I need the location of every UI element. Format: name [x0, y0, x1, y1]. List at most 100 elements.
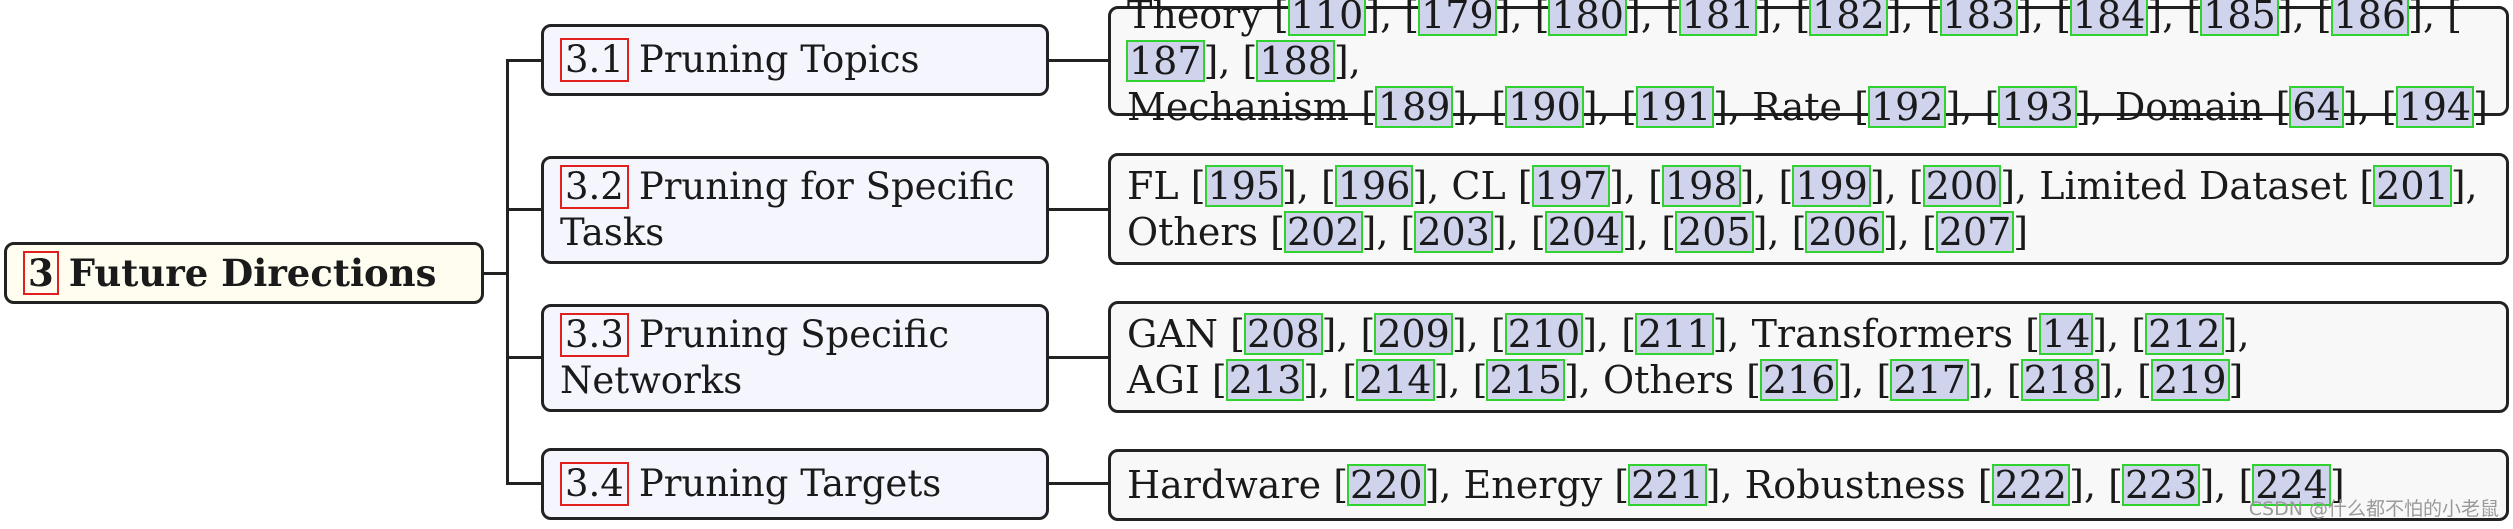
citation-link[interactable]: 14: [2038, 312, 2094, 356]
leaf-text-segment: , Robustness: [1720, 463, 1978, 507]
citation-link[interactable]: 215: [1486, 358, 1565, 402]
leaf-node-3-1: Theory [110], [179], [180], [181], [182]…: [1108, 0, 2509, 129]
leaf-text-segment: ,: [2083, 463, 2109, 507]
leaf-text-segment: ,: [1336, 312, 1361, 356]
citation-link[interactable]: 222: [1991, 463, 2071, 507]
leaf-text-segment: ,: [1901, 0, 1926, 37]
leaf-line: Hardware [220], Energy [221], Robustness…: [1127, 463, 2345, 507]
citation-link[interactable]: 203: [1414, 210, 1493, 254]
citation-link[interactable]: 211: [1635, 312, 1714, 356]
leaf-text-segment: ,: [1466, 312, 1491, 356]
citation-link[interactable]: 187: [1126, 39, 1205, 83]
leaf-line: FL [195], [196], CL [197], [198], [199],…: [1127, 164, 2478, 208]
citation-link[interactable]: 188: [1256, 39, 1335, 83]
citation-link[interactable]: 214: [1356, 358, 1435, 402]
connector-b2: [506, 208, 542, 211]
citation-link[interactable]: 110: [1287, 0, 1367, 36]
citation-link[interactable]: 213: [1225, 358, 1305, 402]
leaf-text-segment: ,: [1318, 358, 1343, 402]
citation-link[interactable]: 209: [1374, 312, 1453, 356]
citation-link[interactable]: 201: [2373, 164, 2452, 208]
leaf-text: GAN [208], [209], [210], [211], Transfor…: [1127, 311, 2250, 403]
connector-leaf-4: [1049, 482, 1109, 485]
section-number-link[interactable]: 3: [23, 251, 59, 295]
citation-link[interactable]: 199: [1792, 164, 1871, 208]
citation-link[interactable]: 208: [1243, 312, 1323, 356]
leaf-text-segment: , Rate: [1727, 85, 1855, 129]
leaf-text-segment: ,: [1510, 0, 1535, 37]
leaf-text-segment: ,: [1296, 164, 1322, 208]
citation-link[interactable]: 200: [1922, 164, 2002, 208]
connector-b4: [506, 482, 542, 485]
citation-link[interactable]: 196: [1334, 164, 1414, 208]
citation-link[interactable]: 207: [1935, 210, 2015, 254]
leaf-text: Hardware [220], Energy [221], Robustness…: [1127, 462, 2345, 508]
leaf-text-segment: ,: [1623, 164, 1649, 208]
citation-link[interactable]: 205: [1675, 210, 1754, 254]
citation-link[interactable]: 194: [2395, 85, 2475, 129]
citation-link[interactable]: 64: [2289, 85, 2344, 129]
section-number-link[interactable]: 3.3: [560, 313, 629, 357]
citation-link[interactable]: 195: [1204, 164, 1284, 208]
citation-link[interactable]: 182: [1809, 0, 1888, 36]
branch-node-3-2: 3.2 Pruning for Specific Tasks: [541, 156, 1049, 264]
citation-link[interactable]: 212: [2145, 312, 2224, 356]
leaf-text-segment: ,: [1982, 358, 2007, 402]
leaf-node-3-2: FL [195], [196], CL [197], [198], [199],…: [1108, 153, 2509, 265]
citation-link[interactable]: 216: [1759, 358, 1839, 402]
leaf-line: Theory [110], [179], [180], [181], [182]…: [1126, 0, 2490, 84]
citation-link[interactable]: 220: [1347, 463, 1426, 507]
citation-link[interactable]: 193: [1998, 85, 2077, 129]
citation-link[interactable]: 204: [1544, 210, 1624, 254]
citation-link[interactable]: 210: [1504, 312, 1584, 356]
leaf-text-segment: ,: [1380, 0, 1405, 37]
branch-label: Pruning Specific Networks: [560, 313, 950, 402]
leaf-node-3-4: Hardware [220], Energy [221], Robustness…: [1108, 449, 2509, 521]
leaf-text-segment: ,: [1754, 164, 1779, 208]
root-label: Future Directions: [68, 251, 437, 295]
citation-link[interactable]: 189: [1374, 85, 1454, 129]
citation-link[interactable]: 223: [2121, 463, 2201, 507]
citation-link[interactable]: 206: [1805, 210, 1884, 254]
leaf-text-segment: ,: [2031, 0, 2057, 37]
section-number-link[interactable]: 3.1: [560, 38, 629, 82]
citation-link[interactable]: 198: [1661, 164, 1741, 208]
leaf-text-segment: ,: [1218, 39, 1243, 83]
citation-link[interactable]: 221: [1628, 463, 1707, 507]
leaf-text-segment: ,: [1506, 210, 1531, 254]
citation-link[interactable]: 184: [2069, 0, 2149, 36]
section-number-link[interactable]: 3.2: [560, 165, 629, 209]
citation-link[interactable]: 185: [2200, 0, 2279, 36]
leaf-text-segment: , CL: [1427, 164, 1518, 208]
leaf-text-segment: , Transformers: [1727, 312, 2026, 356]
citation-link[interactable]: 181: [1678, 0, 1758, 36]
leaf-text-segment: ,: [1597, 312, 1622, 356]
connector-root: [484, 272, 508, 275]
leaf-text-segment: ,: [1348, 39, 1361, 83]
leaf-text-segment: , Others: [1578, 358, 1747, 402]
section-number-link[interactable]: 3.4: [560, 462, 629, 506]
citation-link[interactable]: 224: [2252, 463, 2331, 507]
citation-link[interactable]: 190: [1505, 85, 1584, 129]
citation-link[interactable]: 217: [1890, 358, 1969, 402]
citation-link[interactable]: 218: [2020, 358, 2100, 402]
citation-link[interactable]: 202: [1283, 210, 1363, 254]
citation-link[interactable]: 180: [1548, 0, 1627, 36]
leaf-text-segment: ,: [1771, 0, 1796, 37]
citation-link[interactable]: 183: [1939, 0, 2019, 36]
leaf-text-segment: ,: [2113, 358, 2138, 402]
leaf-text-segment: ,: [1884, 164, 1909, 208]
watermark: CSDN @什么都不怕的小老鼠: [2248, 498, 2499, 520]
leaf-text-segment: , Domain: [2090, 85, 2276, 129]
leaf-text-segment: ,: [1960, 85, 1985, 129]
citation-link[interactable]: 179: [1418, 0, 1497, 36]
citation-link[interactable]: 186: [2330, 0, 2410, 36]
citation-link[interactable]: 197: [1531, 164, 1611, 208]
leaf-text-segment: ,: [2422, 0, 2448, 37]
citation-link[interactable]: 191: [1635, 85, 1715, 129]
citation-link[interactable]: 192: [1867, 85, 1947, 129]
citation-link[interactable]: 219: [2151, 358, 2230, 402]
leaf-text-segment: , Energy: [1439, 463, 1615, 507]
leaf-text-segment: Others: [1127, 210, 1271, 254]
connector-leaf-2: [1049, 208, 1109, 211]
